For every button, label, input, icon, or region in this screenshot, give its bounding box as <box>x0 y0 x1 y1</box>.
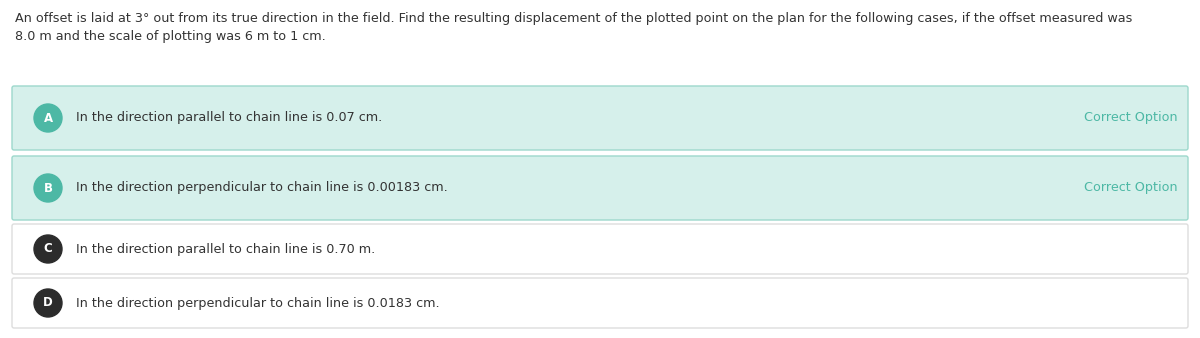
Text: In the direction parallel to chain line is 0.07 cm.: In the direction parallel to chain line … <box>76 112 383 124</box>
Text: C: C <box>43 242 53 256</box>
Text: Correct Option: Correct Option <box>1085 182 1178 194</box>
Circle shape <box>34 104 62 132</box>
Text: In the direction parallel to chain line is 0.70 m.: In the direction parallel to chain line … <box>76 242 376 256</box>
FancyBboxPatch shape <box>12 156 1188 220</box>
Circle shape <box>34 174 62 202</box>
Text: An offset is laid at 3° out from its true direction in the field. Find the resul: An offset is laid at 3° out from its tru… <box>14 12 1133 25</box>
Circle shape <box>34 235 62 263</box>
Circle shape <box>34 289 62 317</box>
Text: In the direction perpendicular to chain line is 0.00183 cm.: In the direction perpendicular to chain … <box>76 182 448 194</box>
FancyBboxPatch shape <box>12 86 1188 150</box>
Text: Correct Option: Correct Option <box>1085 112 1178 124</box>
FancyBboxPatch shape <box>12 278 1188 328</box>
Text: A: A <box>43 112 53 124</box>
FancyBboxPatch shape <box>12 224 1188 274</box>
Text: B: B <box>43 182 53 194</box>
Text: D: D <box>43 296 53 310</box>
Text: In the direction perpendicular to chain line is 0.0183 cm.: In the direction perpendicular to chain … <box>76 296 439 310</box>
Text: 8.0 m and the scale of plotting was 6 m to 1 cm.: 8.0 m and the scale of plotting was 6 m … <box>14 30 325 43</box>
